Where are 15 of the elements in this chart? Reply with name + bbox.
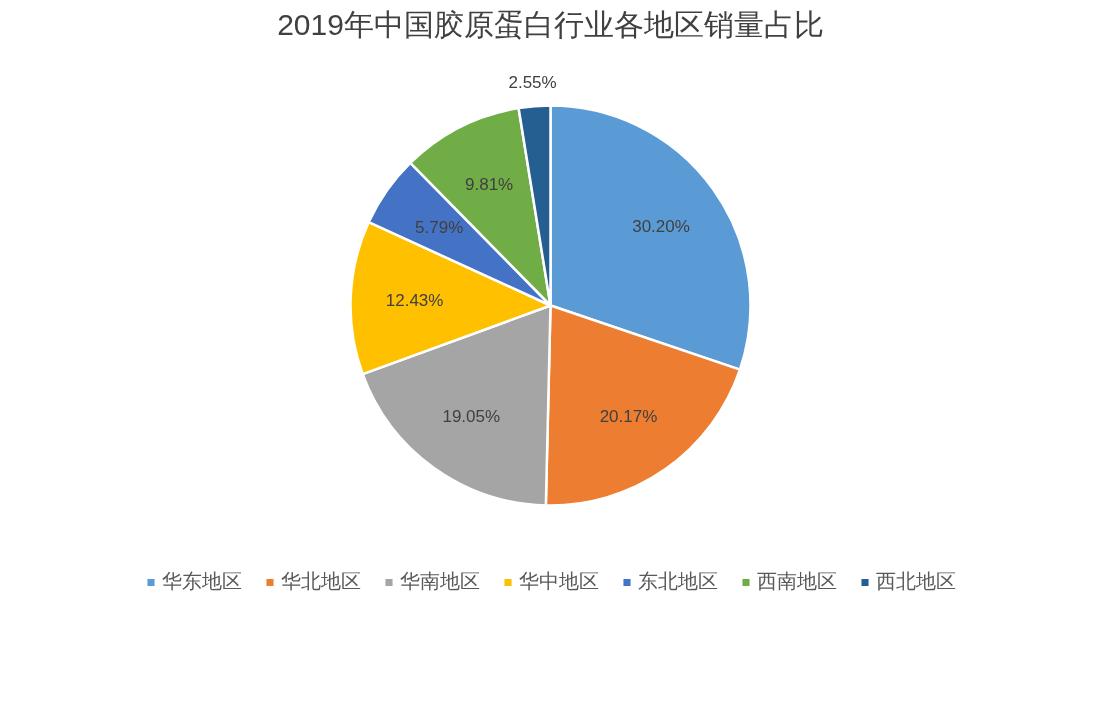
data-label: 9.81% <box>465 174 514 194</box>
legend-label: 西南地区 <box>756 569 837 594</box>
data-label: 20.17% <box>599 407 658 427</box>
legend-label: 华南地区 <box>399 569 480 594</box>
legend-label: 西北地区 <box>875 569 956 594</box>
data-label: 5.79% <box>415 217 464 237</box>
data-label: 2.55% <box>508 72 557 92</box>
data-label: 12.43% <box>385 290 444 310</box>
legend-label: 华北地区 <box>280 569 361 594</box>
chart-title: 2019年中国胶原蛋白行业各地区销量占比 <box>277 7 824 41</box>
legend-label: 华中地区 <box>518 569 599 594</box>
legend-label: 华东地区 <box>161 569 242 594</box>
data-label: 19.05% <box>442 406 501 426</box>
legend-label: 东北地区 <box>637 569 718 594</box>
data-label: 30.20% <box>632 216 690 236</box>
